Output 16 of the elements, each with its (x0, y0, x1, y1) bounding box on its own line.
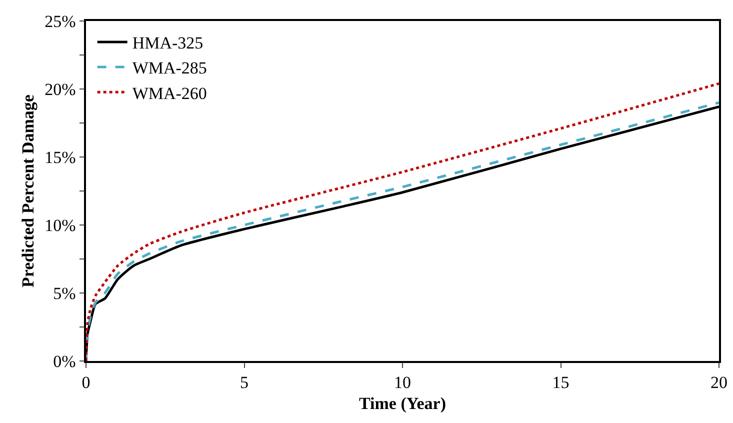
legend-label: WMA-260 (132, 84, 207, 103)
x-axis-title: Time (Year) (358, 394, 446, 414)
x-tick-label: 0 (82, 373, 90, 392)
x-tick-label: 10 (394, 373, 411, 392)
y-tick-label: 5% (53, 284, 76, 303)
y-axis-title: Predicted Percent Damage (18, 94, 38, 288)
y-tick-label: 10% (44, 216, 76, 235)
legend-label: WMA-285 (132, 58, 207, 78)
x-tick-label: 20 (710, 373, 728, 392)
x-tick-label: 5 (240, 373, 248, 392)
y-tick-label: 0% (53, 352, 76, 371)
legend-label: HMA-325 (132, 34, 204, 53)
y-tick-label: 15% (44, 148, 76, 167)
y-tick-label: 25% (44, 12, 76, 31)
y-tick-label: 20% (44, 80, 76, 99)
x-tick-label: 15 (552, 373, 570, 392)
